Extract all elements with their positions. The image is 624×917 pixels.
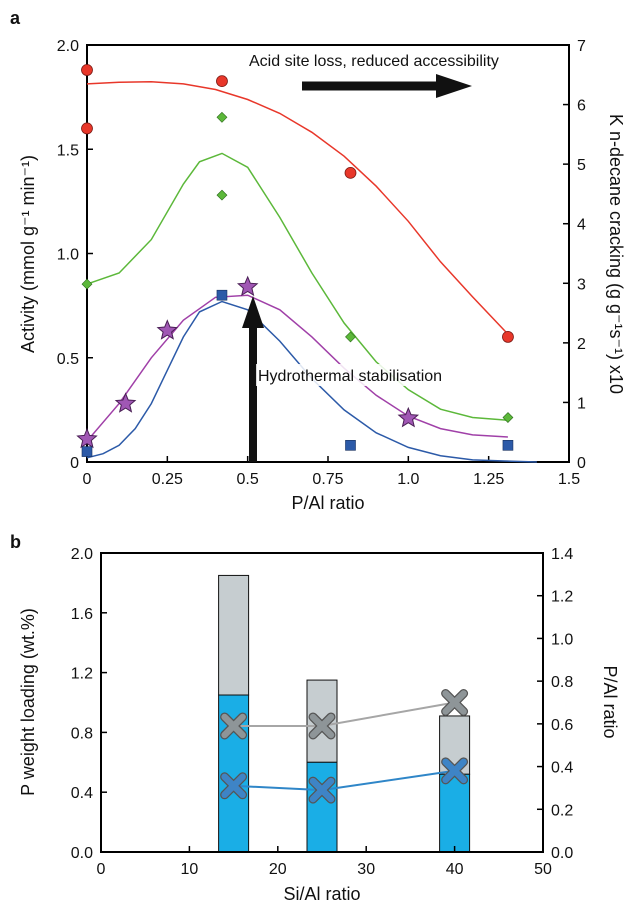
b-x-axis-title: Si/Al ratio bbox=[283, 884, 360, 904]
b-series-line bbox=[233, 701, 455, 727]
a-x-axis-title: P/Al ratio bbox=[291, 493, 364, 513]
a-y2-tick-label: 2 bbox=[577, 336, 586, 353]
b-y2-tick-label: 1.4 bbox=[551, 546, 573, 563]
a-y-tick-label: 2.0 bbox=[57, 38, 79, 55]
b-y-tick-label: 1.2 bbox=[71, 666, 93, 683]
a-fit-curve bbox=[86, 152, 508, 422]
a-point-square bbox=[216, 289, 228, 301]
b-point-cross bbox=[220, 712, 248, 740]
a-y2-axis-title: K n-decane cracking (g g⁻¹s⁻¹) x10 bbox=[606, 114, 624, 394]
b-x-tick-label: 10 bbox=[181, 861, 199, 878]
b-y2-tick-label: 0.6 bbox=[551, 717, 573, 734]
b-series-line bbox=[233, 769, 455, 792]
a-annotation-top: Acid site loss, reduced accessibility bbox=[249, 53, 499, 70]
b-point-cross bbox=[308, 776, 336, 804]
a-point-circle bbox=[81, 122, 93, 135]
a-annotation-middle: Hydrothermal stabilisation bbox=[258, 368, 442, 385]
b-bar-gray-segment bbox=[218, 574, 250, 696]
b-plot-frame bbox=[100, 552, 544, 853]
b-point-cross bbox=[308, 712, 336, 740]
b-point-cross bbox=[441, 757, 469, 785]
a-point-star bbox=[397, 406, 420, 428]
b-cross-stroke bbox=[442, 690, 467, 715]
a-x-tick-label: 1.25 bbox=[473, 471, 504, 488]
b-y-tick-label: 0.0 bbox=[71, 845, 93, 862]
a-point-circle bbox=[81, 64, 93, 76]
a-y2-tick-label: 7 bbox=[577, 38, 586, 55]
b-y-tick-label: 2.0 bbox=[71, 546, 93, 563]
b-y2-tick-label: 1.0 bbox=[551, 631, 573, 648]
b-y-tick-label: 0.8 bbox=[71, 725, 93, 742]
a-arrow-right-head bbox=[436, 74, 472, 98]
a-point-star bbox=[76, 427, 98, 449]
a-point-diamond bbox=[81, 278, 93, 290]
b-x-tick-label: 30 bbox=[357, 861, 375, 878]
chart-a: 0 0.25 0.5 0.75 1.0 1.25 1.500.51.01.52.001234… bbox=[18, 38, 624, 513]
b-point-cross bbox=[220, 772, 248, 800]
a-y-tick-label: 1.0 bbox=[57, 247, 79, 264]
a-x-tick-label: 1.5 bbox=[558, 471, 580, 488]
a-y2-tick-label: 4 bbox=[577, 217, 586, 234]
b-cross-stroke bbox=[221, 773, 246, 799]
a-fit-curve bbox=[86, 300, 537, 463]
a-x-tick-label: 0.75 bbox=[312, 471, 343, 488]
b-x-tick-label: 0 bbox=[97, 861, 106, 878]
b-cross-stroke bbox=[309, 713, 335, 739]
a-arrow-up-head bbox=[242, 296, 264, 328]
a-point-square bbox=[345, 440, 356, 451]
chart-b: 0 10 20 30 40 500.00.40.81.21.62.00.00.20.40.… bbox=[18, 546, 620, 904]
b-y2-tick-label: 0.8 bbox=[551, 674, 573, 691]
a-y-axis-title: Activity (mmol g⁻¹ min⁻¹) bbox=[18, 155, 38, 353]
a-point-star bbox=[114, 392, 137, 413]
a-point-square bbox=[81, 446, 93, 457]
b-y-tick-label: 1.6 bbox=[71, 606, 93, 623]
b-y-tick-label: 0.4 bbox=[71, 785, 93, 802]
b-x-tick-label: 40 bbox=[446, 861, 464, 878]
b-cross-stroke bbox=[309, 777, 335, 803]
a-point-diamond bbox=[345, 331, 356, 343]
a-point-circle bbox=[502, 330, 514, 343]
a-y2-tick-label: 0 bbox=[577, 455, 586, 472]
a-y-tick-label: 0 bbox=[70, 455, 79, 472]
a-x-tick-label: 0 bbox=[83, 471, 92, 488]
a-point-circle bbox=[216, 75, 228, 88]
a-y2-tick-label: 6 bbox=[577, 98, 586, 115]
a-point-diamond bbox=[216, 111, 228, 123]
a-point-circle bbox=[344, 166, 357, 179]
a-y2-tick-label: 1 bbox=[577, 395, 586, 412]
a-fit-curve bbox=[86, 80, 509, 335]
a-point-star bbox=[156, 319, 179, 340]
b-y2-tick-label: 0.4 bbox=[551, 760, 573, 777]
b-y-axis-title: P weight loading (wt.%) bbox=[18, 608, 38, 796]
panel-b-label: b bbox=[10, 532, 21, 552]
b-x-tick-label: 50 bbox=[534, 861, 552, 878]
a-point-star bbox=[236, 275, 259, 297]
a-annotation-middle-bg bbox=[256, 364, 526, 386]
b-point-cross bbox=[441, 689, 469, 716]
b-cross-stroke bbox=[221, 713, 246, 739]
a-plot-frame bbox=[86, 44, 570, 463]
b-bar-blue-segment bbox=[439, 773, 471, 853]
a-y2-tick-label: 3 bbox=[577, 276, 586, 293]
a-x-tick-label: 0.5 bbox=[237, 471, 259, 488]
a-y2-tick-label: 5 bbox=[577, 157, 586, 174]
b-y2-tick-label: 0.0 bbox=[551, 845, 573, 862]
panel-a-label: a bbox=[10, 8, 21, 28]
a-fit-curve bbox=[86, 294, 508, 442]
b-cross-stroke bbox=[442, 758, 467, 784]
a-x-tick-label: 0.25 bbox=[152, 471, 183, 488]
b-y2-tick-label: 0.2 bbox=[551, 802, 573, 819]
a-y-tick-label: 1.5 bbox=[57, 142, 79, 159]
b-x-tick-label: 20 bbox=[269, 861, 287, 878]
b-bar-blue-segment bbox=[306, 761, 338, 853]
a-point-diamond bbox=[216, 189, 228, 201]
a-point-square bbox=[502, 440, 514, 451]
a-point-diamond bbox=[502, 412, 514, 423]
b-y2-axis-title: P/Al ratio bbox=[600, 665, 620, 738]
a-y-tick-label: 0.5 bbox=[57, 351, 79, 368]
a-x-tick-label: 1.0 bbox=[397, 471, 419, 488]
b-y2-tick-label: 1.2 bbox=[551, 589, 573, 606]
